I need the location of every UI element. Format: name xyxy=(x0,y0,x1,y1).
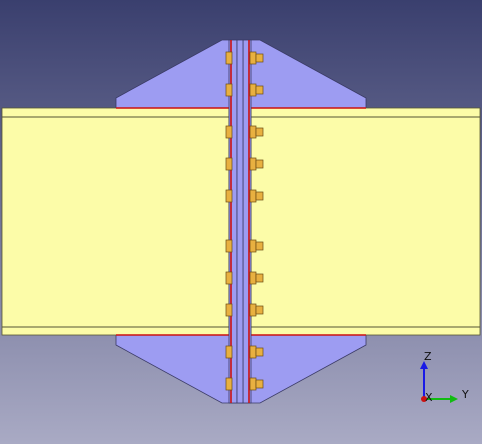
bolt-head-right[interactable] xyxy=(249,125,257,139)
bolt-head-right[interactable] xyxy=(249,303,257,317)
bolt-nut-left[interactable] xyxy=(225,271,233,285)
bolt-nut-left[interactable] xyxy=(225,125,233,139)
bolt-head-right[interactable] xyxy=(249,377,257,391)
bolt-nut-left[interactable] xyxy=(225,157,233,171)
bolt-head-right[interactable] xyxy=(249,271,257,285)
bolt-cap-right[interactable] xyxy=(255,347,264,357)
bolt-cap-right[interactable] xyxy=(255,273,264,283)
bolt-head-right[interactable] xyxy=(249,345,257,359)
axis-triad: Z Y X xyxy=(420,350,469,404)
bolt-cap-right[interactable] xyxy=(255,191,264,201)
bolt-cap-right[interactable] xyxy=(255,241,264,251)
bolt-head-right[interactable] xyxy=(249,189,257,203)
bolt-head-right[interactable] xyxy=(249,83,257,97)
bolt-nut-left[interactable] xyxy=(225,51,233,65)
bolt-cap-right[interactable] xyxy=(255,85,264,95)
z-axis-arrowhead xyxy=(420,361,428,369)
bolt-cap-right[interactable] xyxy=(255,379,264,389)
bolt-nut-left[interactable] xyxy=(225,83,233,97)
y-axis-label: Y xyxy=(461,388,469,401)
bolt-nut-left[interactable] xyxy=(225,345,233,359)
beam-flange-right[interactable] xyxy=(250,107,481,336)
z-axis-label: Z xyxy=(424,350,432,363)
bolt-cap-right[interactable] xyxy=(255,305,264,315)
y-axis-arrowhead xyxy=(450,395,458,403)
x-axis-label: X xyxy=(425,391,433,404)
bolt-head-right[interactable] xyxy=(249,51,257,65)
x-axis-dot xyxy=(421,396,427,402)
bolt-cap-right[interactable] xyxy=(255,127,264,137)
bolt-nut-left[interactable] xyxy=(225,189,233,203)
bolt-cap-right[interactable] xyxy=(255,53,264,63)
bolt-head-right[interactable] xyxy=(249,239,257,253)
bolt-nut-left[interactable] xyxy=(225,303,233,317)
bolt-head-right[interactable] xyxy=(249,157,257,171)
end-plate-gap xyxy=(236,39,244,404)
bolt-nut-left[interactable] xyxy=(225,239,233,253)
bolt-nut-left[interactable] xyxy=(225,377,233,391)
beam-flange-left[interactable] xyxy=(1,107,230,336)
bolt-group[interactable] xyxy=(225,51,264,391)
bolt-cap-right[interactable] xyxy=(255,159,264,169)
